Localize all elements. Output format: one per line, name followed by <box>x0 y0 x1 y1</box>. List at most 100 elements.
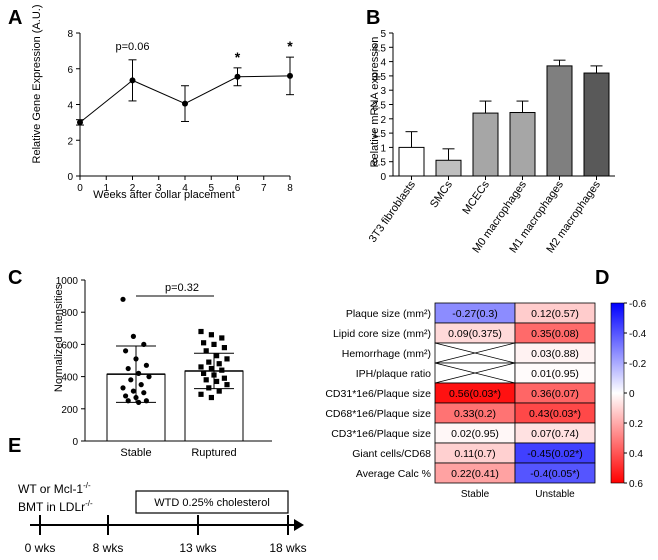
b-y-tick-label: 4 <box>380 58 386 69</box>
d-colorbar-label: 0.6 <box>629 479 643 490</box>
b-y-axis-label: Relative mRNA expression <box>369 37 381 168</box>
a-y-tick-label: 6 <box>67 65 73 76</box>
c-point-ruptured <box>211 341 217 347</box>
c-point-stable <box>125 365 131 372</box>
c-point-stable <box>133 394 139 401</box>
a-x-axis-label: Weeks after collar placement <box>93 189 235 201</box>
c-point-ruptured <box>224 356 230 362</box>
d-cell-text: 0.02(0.95) <box>451 428 499 440</box>
e-timeline-arrow <box>294 519 304 531</box>
b-category-label: MCECs <box>460 178 492 216</box>
c-point-ruptured <box>208 365 214 372</box>
b-bar <box>509 112 536 177</box>
d-colorbar-label: 0.2 <box>629 419 643 430</box>
b-y-tick-label: 2.5 <box>372 101 386 112</box>
a-data-point <box>182 100 188 107</box>
c-point-stable <box>141 390 147 396</box>
panel-c-scatter-chart: Normalized Intensities p=0.32 0 200 400 600… <box>53 276 272 459</box>
c-point-ruptured <box>224 382 230 388</box>
panel-b-bar-chart: Relative mRNA expression 0 0.5 1 1.5 2 2.5 3 3.… <box>367 29 615 255</box>
c-y-tick-label: 400 <box>61 373 78 384</box>
a-x-tick-label: 8 <box>287 183 293 194</box>
d-cell-text: 0.09(0.375) <box>448 328 502 340</box>
a-x-tick-label: 7 <box>261 183 267 194</box>
e-timeline-label: 8 wks <box>93 541 124 555</box>
c-point-ruptured <box>201 340 207 346</box>
d-cell-text: 0.07(0.74) <box>531 428 579 440</box>
c-point-ruptured <box>203 348 209 354</box>
d-colorbar-label: -0.2 <box>629 359 647 370</box>
a-x-tick-label: 3 <box>156 183 162 194</box>
b-y-tick-label: 3 <box>380 86 386 97</box>
d-cell-text: 0.12(0.57) <box>531 308 579 320</box>
c-point-ruptured <box>198 328 204 335</box>
a-annotation: p=0.06 <box>116 41 150 53</box>
c-y-axis-label: Normalized Intensities <box>53 283 65 392</box>
d-cell-text: -0.45(0.02*) <box>527 448 582 460</box>
e-label-line1: WT or Mcl-1-/- <box>18 481 91 496</box>
d-cell-text: 0.03(0.88) <box>531 348 579 360</box>
d-cell-text: 0.43(0.03*) <box>529 408 581 420</box>
c-point-stable <box>128 377 134 383</box>
b-y-tick-label: 1 <box>380 143 386 154</box>
b-category-label: SMCs <box>428 178 455 210</box>
d-empty-cross <box>434 342 516 364</box>
d-cell-text: 0.56(0.03*) <box>449 388 501 400</box>
d-row-label: Lipid core size (mm²) <box>333 328 431 340</box>
d-cell-text: 0.01(0.95) <box>531 368 579 380</box>
b-y-tick-label: 5 <box>380 29 386 40</box>
c-y-tick-label: 0 <box>72 437 78 448</box>
a-y-tick-label: 4 <box>67 101 73 112</box>
c-point-ruptured <box>214 353 220 359</box>
c-p-value: p=0.32 <box>165 282 199 294</box>
b-y-tick-label: 0.5 <box>372 158 386 169</box>
d-column-label: Unstable <box>535 489 575 500</box>
e-timeline-label: 0 wks <box>25 541 56 555</box>
c-point-ruptured <box>211 372 217 378</box>
a-x-tick-label: 4 <box>182 183 188 194</box>
d-cell-text: 0.36(0.07) <box>531 388 579 400</box>
b-y-tick-label: 2 <box>380 115 386 126</box>
d-row-label: CD31*1e6/Plaque size <box>325 388 431 400</box>
panel-label-d: D <box>595 267 609 289</box>
d-heatmap-cell <box>514 462 596 484</box>
c-point-ruptured <box>221 345 227 351</box>
panel-label-a: A <box>8 7 22 29</box>
c-point-ruptured <box>219 335 225 341</box>
c-point-ruptured <box>198 391 204 397</box>
d-colorbar-label: -0.6 <box>629 299 647 310</box>
e-label-line2: BMT in LDLr-/- <box>18 499 93 514</box>
panel-d-heatmap: Plaque size (mm²) -0.27(0.3) 0.12(0.57) Lip… <box>325 299 646 500</box>
d-row-label: Plaque size (mm²) <box>346 308 431 320</box>
b-y-tick-label: 1.5 <box>372 129 386 140</box>
d-row-label: CD3*1e6/Plaque size <box>331 428 431 440</box>
c-point-ruptured <box>219 367 225 373</box>
c-point-stable <box>130 388 136 394</box>
e-timeline-label: 13 wks <box>179 541 216 555</box>
d-row-label: IPH/plaque ratio <box>356 368 431 380</box>
c-y-tick-label: 800 <box>61 308 78 319</box>
e-diet-box <box>135 490 289 514</box>
c-point-ruptured <box>208 332 214 338</box>
b-y-tick-label: 4.5 <box>372 43 386 54</box>
c-point-stable <box>125 398 131 404</box>
c-point-ruptured <box>208 394 214 401</box>
c-point-stable <box>141 341 147 347</box>
c-point-ruptured <box>216 388 222 394</box>
d-row-label: Hemorrhage (mm²) <box>342 348 431 360</box>
a-x-tick-label: 2 <box>130 183 136 194</box>
d-cell-text: 0.11(0.7) <box>454 448 495 460</box>
d-row-label: Giant cells/CD68 <box>352 448 431 460</box>
d-cell-text: -0.27(0.3) <box>452 308 498 320</box>
c-y-tick-label: 600 <box>61 340 78 351</box>
a-y-tick-label: 8 <box>67 29 73 40</box>
d-cell-text: -0.4(0.05*) <box>530 468 580 480</box>
c-point-ruptured <box>221 375 227 381</box>
a-y-tick-label: 0 <box>67 172 73 183</box>
b-bar <box>435 159 462 177</box>
b-bar <box>398 146 425 177</box>
d-row-label: Average Calc % <box>356 468 431 480</box>
c-point-stable <box>143 398 149 404</box>
c-point-ruptured <box>203 377 209 383</box>
c-point-ruptured <box>216 361 222 367</box>
